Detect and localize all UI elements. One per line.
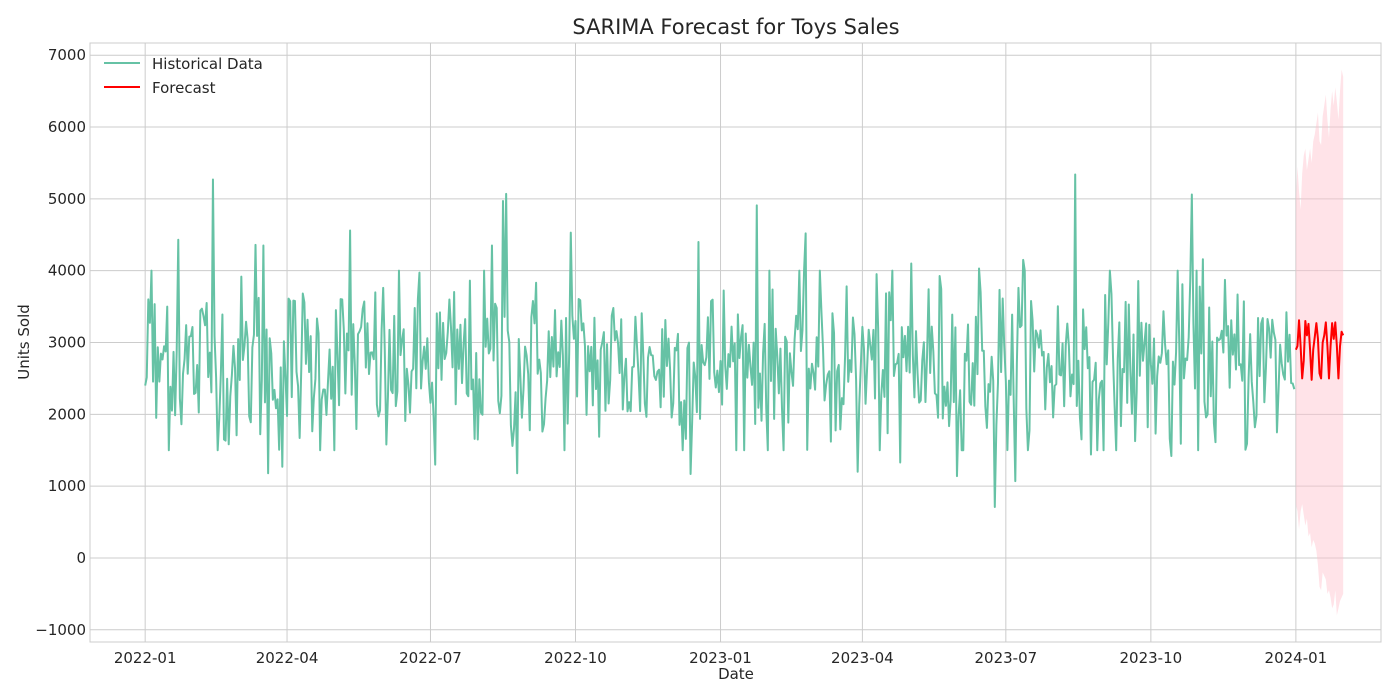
legend-forecast-label: Forecast	[152, 79, 216, 97]
y-tick-label: 6000	[48, 118, 86, 136]
x-axis-ticks: 2022-01 2022-04 2022-07 2022-10 2023-01 2023-…	[114, 649, 1327, 667]
x-axis-label: Date	[718, 665, 754, 683]
y-tick-label: −1000	[35, 621, 86, 639]
chart-title: SARIMA Forecast for Toys Sales	[572, 15, 899, 39]
x-tick-label: 2022-04	[256, 649, 319, 667]
y-tick-label: 1000	[48, 477, 86, 495]
x-tick-label: 2023-10	[1120, 649, 1183, 667]
y-tick-label: 0	[76, 549, 86, 567]
forecast-confidence-band	[1295, 69, 1344, 616]
x-tick-label: 2022-10	[544, 649, 607, 667]
y-tick-label: 4000	[48, 262, 86, 280]
y-axis-ticks: −1000 0 1000 2000 3000 4000 5000 6000 7000	[35, 46, 86, 639]
forecast-line	[1294, 319, 1345, 381]
y-tick-label: 7000	[48, 46, 86, 64]
y-tick-label: 2000	[48, 405, 86, 423]
plot-frame	[89, 42, 1382, 643]
legend: Historical Data Forecast	[104, 55, 263, 97]
x-tick-label: 2023-04	[831, 649, 894, 667]
x-tick-label: 2023-01	[689, 649, 752, 667]
historical-data-line	[144, 173, 1296, 508]
y-gridlines	[90, 54, 1381, 631]
y-axis-label: Units Sold	[15, 304, 33, 380]
x-tick-label: 2022-01	[114, 649, 177, 667]
x-tick-label: 2022-07	[399, 649, 462, 667]
x-tick-label: 2023-07	[974, 649, 1037, 667]
x-tick-label: 2024-01	[1265, 649, 1328, 667]
y-tick-label: 5000	[48, 190, 86, 208]
legend-historical-label: Historical Data	[152, 55, 263, 73]
y-tick-label: 3000	[48, 334, 86, 352]
